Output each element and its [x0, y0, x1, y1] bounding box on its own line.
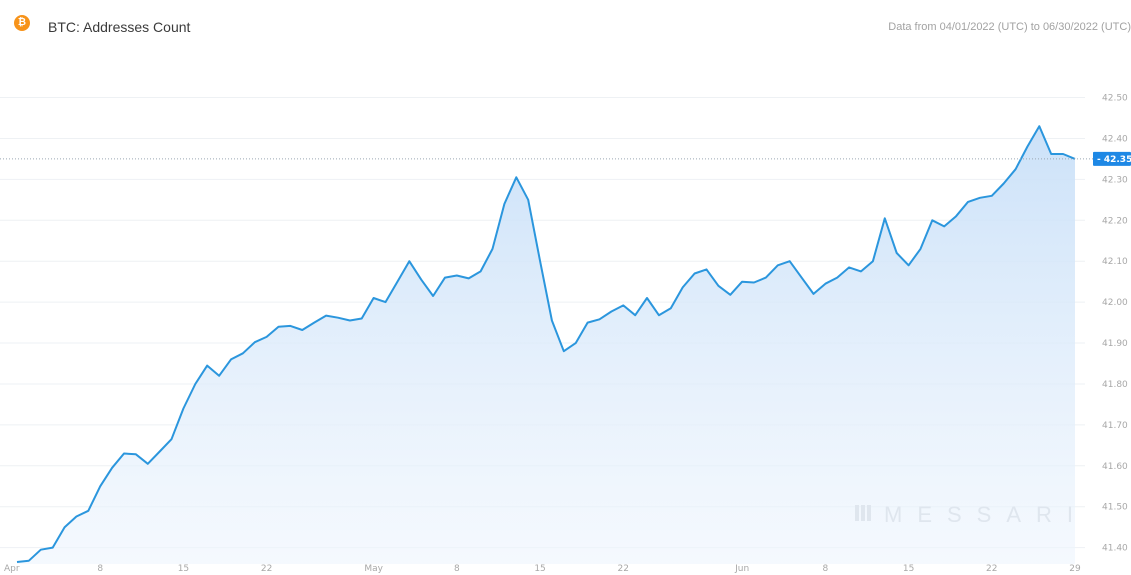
series-area [17, 126, 1075, 564]
x-tick-label: Jun [734, 564, 749, 574]
y-tick-label: 42.30 [1102, 175, 1128, 185]
x-tick-label: 15 [903, 564, 914, 574]
x-tick-label: 8 [97, 564, 103, 574]
watermark-text: MESSARI [884, 502, 1088, 527]
date-range-text: Data from 04/01/2022 (UTC) to 06/30/2022… [888, 21, 1131, 33]
series-line [16, 125, 1076, 563]
y-tick-label: 41.40 [1102, 544, 1128, 554]
y-tick-label: 41.80 [1102, 380, 1128, 390]
x-tick-label: Apr [4, 564, 20, 574]
x-tick-label: 22 [986, 564, 997, 574]
y-tick-label: 41.60 [1102, 462, 1128, 472]
x-axis-ticks: Apr 8 15 22 May 8 15 22 Jun 8 15 22 29 [4, 564, 1081, 574]
x-tick-label: 15 [534, 564, 545, 574]
chart-title: BTC: Addresses Count [48, 19, 191, 35]
x-tick-label: May [364, 564, 383, 574]
y-tick-label: 41.70 [1102, 421, 1128, 431]
y-tick-label: 42.10 [1102, 257, 1128, 267]
x-tick-label: 8 [454, 564, 460, 574]
x-tick-label: 29 [1069, 564, 1081, 574]
y-tick-label: 42.20 [1102, 216, 1128, 226]
x-tick-label: 8 [822, 564, 828, 574]
x-tick-label: 22 [261, 564, 272, 574]
y-tick-label: 42.00 [1102, 298, 1128, 308]
messari-watermark: MESSARI [855, 502, 1088, 527]
messari-logo-icon [855, 505, 871, 521]
y-tick-label: 41.50 [1102, 503, 1128, 513]
current-value-label: - 42.35 [1097, 155, 1131, 165]
x-tick-label: 15 [178, 564, 189, 574]
chart-header: ₿ BTC: Addresses Count Data from 04/01/2… [0, 0, 1131, 48]
y-tick-label: 42.40 [1102, 134, 1128, 144]
y-tick-label: 42.50 [1102, 94, 1128, 104]
x-tick-label: 22 [618, 564, 629, 574]
y-axis-ticks: 41.40 41.50 41.60 41.70 41.80 41.90 42.00 42.10… [1102, 94, 1128, 554]
y-tick-label: 41.90 [1102, 339, 1128, 349]
current-value-tag: - 42.35 [1093, 151, 1131, 166]
bitcoin-icon: ₿ [14, 15, 30, 31]
